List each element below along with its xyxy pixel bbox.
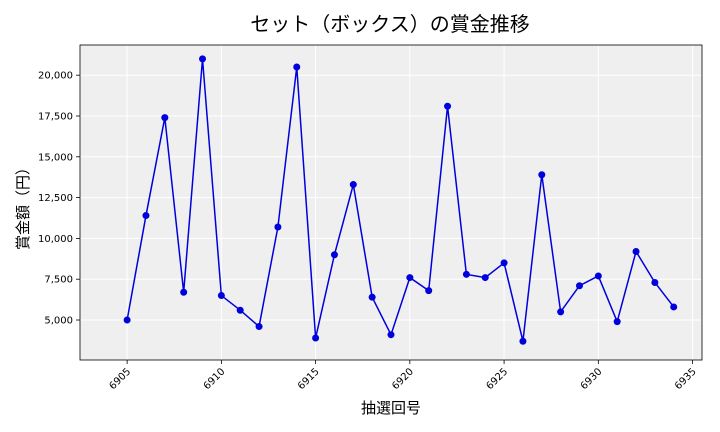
data-point xyxy=(425,287,433,295)
data-point xyxy=(575,282,583,290)
data-point xyxy=(632,247,640,255)
x-axis-label: 抽選回号 xyxy=(361,399,421,417)
data-point xyxy=(670,303,678,311)
data-point xyxy=(387,331,395,339)
x-tick-label: 6905 xyxy=(107,366,133,392)
data-point xyxy=(462,270,470,278)
data-point xyxy=(142,212,150,220)
data-point xyxy=(180,288,188,296)
x-tick-label: 6935 xyxy=(673,366,699,392)
data-point xyxy=(594,272,602,280)
data-point xyxy=(293,63,301,71)
data-point xyxy=(274,223,282,231)
x-tick-label: 6910 xyxy=(202,366,228,392)
series-group xyxy=(123,55,678,345)
y-axis-label: 賞金額（円） xyxy=(14,160,32,250)
data-point xyxy=(519,337,527,345)
data-point xyxy=(557,308,565,316)
data-point xyxy=(500,259,508,267)
data-point xyxy=(236,306,244,314)
data-point xyxy=(368,293,376,301)
x-tick-label: 6930 xyxy=(579,366,605,392)
plot-frame xyxy=(79,44,703,361)
y-tick-label: 15,000 xyxy=(38,152,73,163)
data-point xyxy=(199,55,207,63)
y-tick-label: 17,500 xyxy=(38,111,73,122)
y-tick-label: 5,000 xyxy=(44,316,73,327)
x-tick-label: 6925 xyxy=(484,366,510,392)
series-line xyxy=(126,58,675,342)
data-point xyxy=(161,114,169,122)
data-point xyxy=(217,292,225,300)
data-point xyxy=(406,274,414,282)
data-point xyxy=(123,316,131,324)
y-tick-label: 20,000 xyxy=(38,71,73,82)
data-point xyxy=(651,278,659,286)
data-point xyxy=(613,318,621,326)
y-tick-label: 12,500 xyxy=(38,193,73,204)
data-point xyxy=(312,334,320,342)
data-point xyxy=(481,274,489,282)
data-point xyxy=(349,181,357,189)
data-point xyxy=(444,102,452,110)
data-point xyxy=(330,251,338,259)
x-tick-label: 6915 xyxy=(296,366,322,392)
data-point xyxy=(538,171,546,179)
y-tick-label: 7,500 xyxy=(44,275,73,286)
x-tick-label: 6920 xyxy=(390,366,416,392)
y-tick-label: 10,000 xyxy=(38,234,73,245)
chart-title: セット（ボックス）の賞金推移 xyxy=(250,12,529,36)
grid xyxy=(80,45,702,360)
data-point xyxy=(255,323,263,331)
